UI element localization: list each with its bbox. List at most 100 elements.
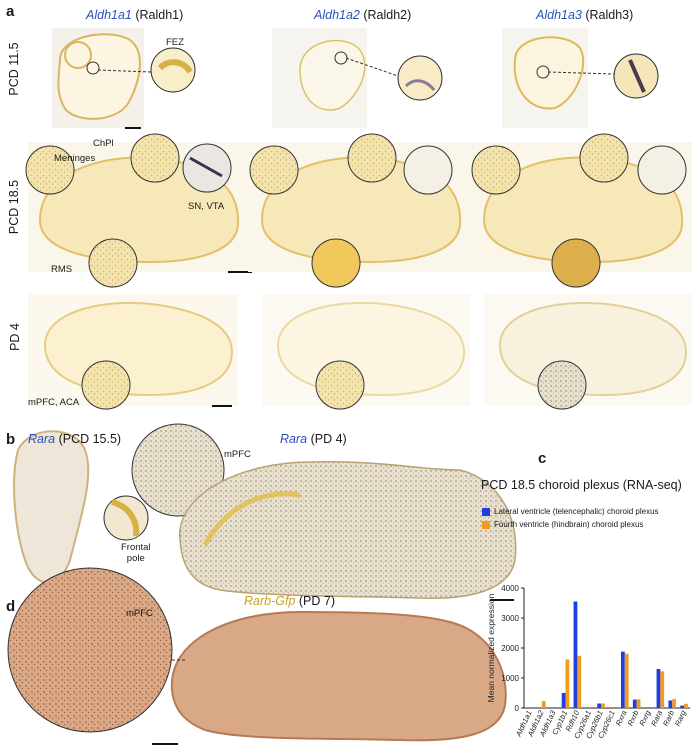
- legend-item-fourth: Fourth ventricle (hindbrain) choroid ple…: [482, 520, 643, 529]
- zoom-circle-meninges: [25, 145, 75, 195]
- gene-name: Rara: [28, 432, 56, 446]
- legend-label: Lateral ventricle (telencephalic) choroi…: [494, 507, 659, 516]
- bar: [624, 653, 629, 708]
- bar: [668, 700, 673, 708]
- column-title-3: Aldh1a3 (Raldh3): [536, 8, 633, 22]
- annotation-chpl: ChPl: [93, 138, 114, 149]
- bar: [632, 699, 637, 708]
- gene-name: Rara: [280, 432, 308, 446]
- fez-signal: [157, 59, 193, 74]
- legend-label: Fourth ventricle (hindbrain) choroid ple…: [494, 520, 644, 529]
- stage-label: (PD 4): [310, 432, 347, 446]
- chart-title: PCD 18.5 choroid plexus (RNA-seq): [481, 478, 682, 492]
- panel-d-title: Rarb-Gfp (PD 7): [244, 594, 335, 608]
- y-tick-label: 4000: [501, 584, 519, 593]
- bar: [660, 671, 665, 708]
- zoom-circle: [551, 238, 601, 288]
- stage-label: (PD 7): [298, 594, 336, 608]
- zoom-circle: [537, 360, 587, 410]
- gene-name: Rarb-Gfp: [244, 594, 296, 608]
- annotation-mpfc-aca: mPFC, ACA: [28, 397, 80, 408]
- bar: [620, 651, 625, 708]
- zoom-circle-mpfc-gfp: [7, 567, 173, 733]
- stage-label: (PCD 15.5): [58, 432, 122, 446]
- bar: [561, 693, 566, 708]
- y-tick-label: 2000: [501, 644, 519, 653]
- panel-d-letter: d: [6, 598, 16, 615]
- zoom-circle-fez: [150, 47, 196, 93]
- zoom-circle-mpfc-aca: [81, 360, 131, 410]
- signal-2: [404, 79, 436, 91]
- zoom-connector: [547, 71, 615, 75]
- y-tick-label: 1000: [501, 674, 519, 683]
- gene-alias: (Raldh2): [363, 8, 412, 22]
- zoom-circle: [315, 360, 365, 410]
- panel-a-letter: a: [6, 3, 15, 20]
- column-title-1: Aldh1a1 (Raldh1): [86, 8, 183, 22]
- legend-swatch-orange: [482, 520, 490, 529]
- bar: [680, 705, 685, 708]
- panel-c-letter: c: [538, 450, 547, 467]
- gene-name: Aldh1a1: [86, 8, 132, 22]
- zoom-circle: [249, 145, 299, 195]
- zoom-circle-2: [397, 55, 443, 101]
- bar: [541, 701, 546, 708]
- legend-swatch-blue: [482, 507, 490, 516]
- zoom-circle: [579, 133, 629, 183]
- annotation-mpfc-b: mPFC: [224, 449, 251, 460]
- bar: [601, 703, 605, 708]
- zoom-circle: [347, 133, 397, 183]
- bar: [573, 601, 578, 708]
- brain-outline-18-3: [482, 156, 684, 264]
- zoom-connector: [345, 57, 399, 77]
- brain-section-rarb-gfp: [170, 610, 507, 742]
- bar: [684, 703, 688, 708]
- zoom-circle: [403, 145, 453, 195]
- panel-b-title-right: Rara (PD 4): [280, 432, 347, 446]
- bar: [636, 699, 641, 708]
- gene-name: Aldh1a2: [314, 8, 360, 22]
- y-axis-label: Mean normalized expression: [486, 593, 496, 702]
- inset-marker: [86, 61, 100, 75]
- annotation-frontal-pole: Frontal pole: [121, 542, 151, 564]
- gene-alias: (Raldh3): [585, 8, 634, 22]
- annotation-rms: RMS: [51, 264, 73, 275]
- signal-3: [628, 59, 646, 93]
- zoom-circle: [637, 145, 687, 195]
- gene-alias: (Raldh1): [135, 8, 184, 22]
- zoom-circle-chpl: [130, 133, 180, 183]
- zoom-circle-mpfc-rara: [131, 423, 225, 517]
- embryo-section-rara: [13, 430, 90, 584]
- inset-marker: [536, 65, 550, 79]
- annotation-mpfc-d: mPFC: [126, 608, 153, 619]
- annotation-fez: FEZ: [166, 37, 184, 48]
- embryo-outline-2: [299, 39, 366, 111]
- column-title-2: Aldh1a2 (Raldh2): [314, 8, 411, 22]
- bar: [597, 703, 602, 708]
- bar: [565, 659, 570, 708]
- sn-vta-signal: [189, 156, 223, 178]
- zoom-circle: [471, 145, 521, 195]
- bar: [656, 669, 661, 708]
- legend-item-lateral: Lateral ventricle (telencephalic) choroi…: [482, 507, 659, 516]
- annotation-meninges: Meninges: [54, 153, 96, 164]
- rara-yellow-signal: [202, 491, 301, 547]
- embryo-outline-1: [57, 33, 141, 120]
- gene-name: Aldh1a3: [536, 8, 582, 22]
- bar: [672, 699, 677, 708]
- panel-b-title-left: Rara (PCD 15.5): [28, 432, 121, 446]
- eye-structure: [64, 41, 92, 69]
- panel-b-letter: b: [6, 431, 16, 448]
- inset-marker: [334, 51, 348, 65]
- annotation-sn-vta: SN, VTA: [188, 201, 225, 212]
- frontal-pole-signal: [111, 499, 140, 537]
- y-tick-label: 0: [515, 704, 520, 713]
- bar: [577, 655, 582, 708]
- zoom-circle-rms: [88, 238, 138, 288]
- zoom-circle: [311, 238, 361, 288]
- y-tick-label: 3000: [501, 614, 519, 623]
- zoom-connector: [97, 69, 152, 73]
- x-tick-label: Rarg: [673, 708, 688, 727]
